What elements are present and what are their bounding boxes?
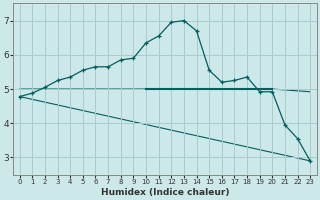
X-axis label: Humidex (Indice chaleur): Humidex (Indice chaleur) — [101, 188, 229, 197]
